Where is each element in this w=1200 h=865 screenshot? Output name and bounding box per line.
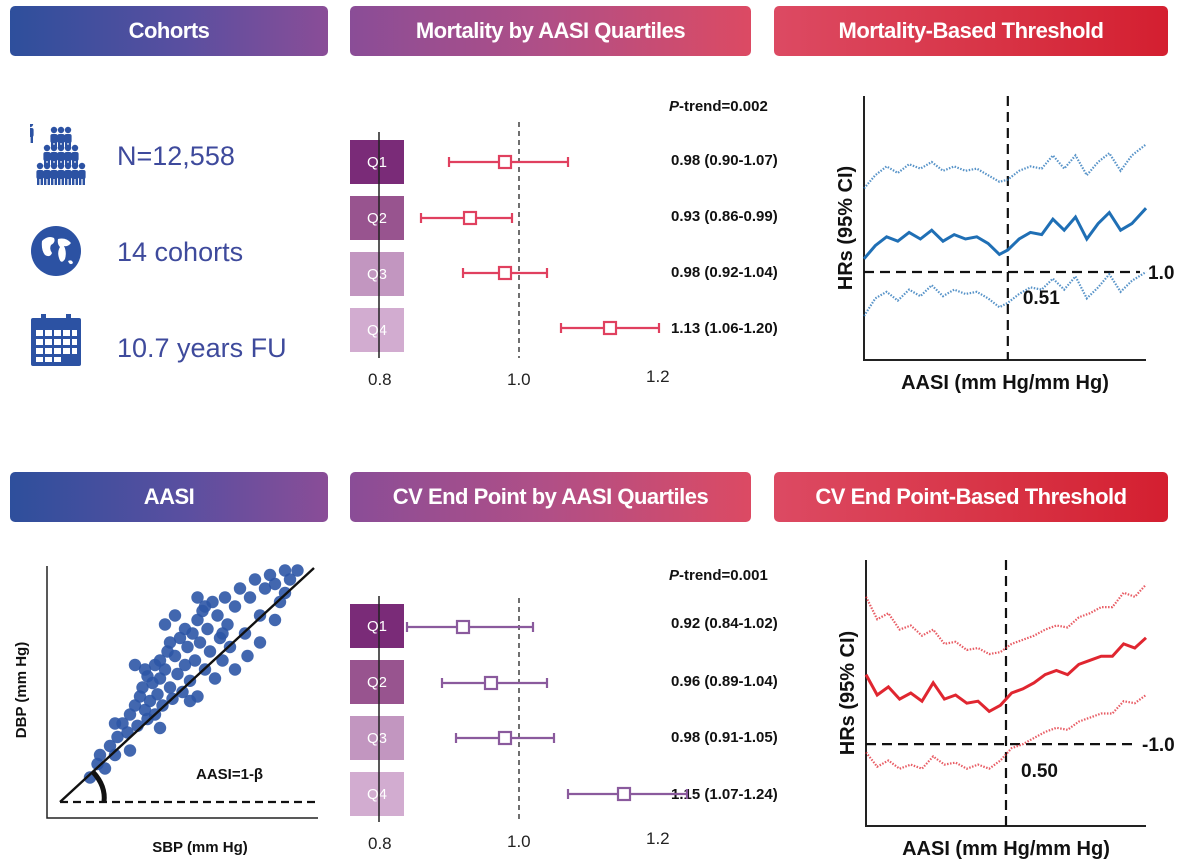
q3-box-cv: Q3 bbox=[350, 716, 404, 760]
q1-box-mortality: Q1 bbox=[350, 140, 404, 184]
xtick-cv-1.0: 1.0 bbox=[507, 832, 531, 851]
p-trend-mortality-value: -trend=0.002 bbox=[679, 98, 768, 115]
q4-box-mortality: Q4 bbox=[350, 308, 404, 352]
hr-text-mortality-q2: 0.93 (0.86-0.99) bbox=[671, 208, 778, 225]
hr-text-cv-q2: 0.96 (0.89-1.04) bbox=[671, 673, 778, 690]
xtick-mortality-0.8: 0.8 bbox=[368, 370, 392, 389]
p-trend-mortality-p: P bbox=[669, 98, 680, 115]
q3-box-mortality: Q3 bbox=[350, 252, 404, 296]
q2-box-cv: Q2 bbox=[350, 660, 404, 704]
stat-n: N=12,558 bbox=[117, 141, 235, 171]
header-mortality-quartiles: Mortality by AASI Quartiles bbox=[350, 6, 751, 56]
xtick-cv-1.2: 1.2 bbox=[646, 829, 670, 848]
mortality-point-q3 bbox=[497, 265, 513, 281]
xtick-mortality-1.2: 1.2 bbox=[646, 367, 670, 386]
hr-text-cv-q3: 0.98 (0.91-1.05) bbox=[671, 729, 778, 746]
q1-box-cv: Q1 bbox=[350, 604, 404, 648]
globe-icon bbox=[31, 226, 81, 276]
p-trend-cv-value: -trend=0.001 bbox=[679, 567, 768, 584]
hr-text-mortality-q4: 1.13 (1.06-1.20) bbox=[671, 320, 778, 337]
mortality-point-q1 bbox=[497, 154, 513, 170]
header-cohorts: Cohorts bbox=[10, 6, 328, 56]
mortality-point-q2 bbox=[462, 210, 478, 226]
header-cv-quartiles: CV End Point by AASI Quartiles bbox=[350, 472, 751, 522]
p-trend-cv-p: P bbox=[669, 567, 680, 584]
hr-text-cv-q1: 0.92 (0.84-1.02) bbox=[671, 615, 778, 632]
header-mortality-threshold: Mortality-Based Threshold bbox=[774, 6, 1168, 56]
p-trend-mortality: P-trend=0.002 bbox=[669, 98, 768, 115]
calendar-icon bbox=[31, 314, 81, 366]
mortality-point-q4 bbox=[602, 320, 618, 336]
hr-text-mortality-q3: 0.98 (0.92-1.04) bbox=[671, 264, 778, 281]
stat-cohorts: 14 cohorts bbox=[117, 237, 244, 267]
header-cv-threshold: CV End Point-Based Threshold bbox=[774, 472, 1168, 522]
q2-box-mortality: Q2 bbox=[350, 196, 404, 240]
people-icon bbox=[30, 124, 86, 185]
p-trend-cv: P-trend=0.001 bbox=[669, 567, 768, 584]
header-aasi: AASI bbox=[10, 472, 328, 522]
xtick-cv-0.8: 0.8 bbox=[368, 834, 392, 853]
hr-text-mortality-q1: 0.98 (0.90-1.07) bbox=[671, 152, 778, 169]
stat-followup: 10.7 years FU bbox=[117, 333, 287, 363]
q4-box-cv: Q4 bbox=[350, 772, 404, 816]
hr-text-cv-q4: 1.15 (1.07-1.24) bbox=[671, 786, 778, 803]
xtick-mortality-1.0: 1.0 bbox=[507, 370, 531, 389]
